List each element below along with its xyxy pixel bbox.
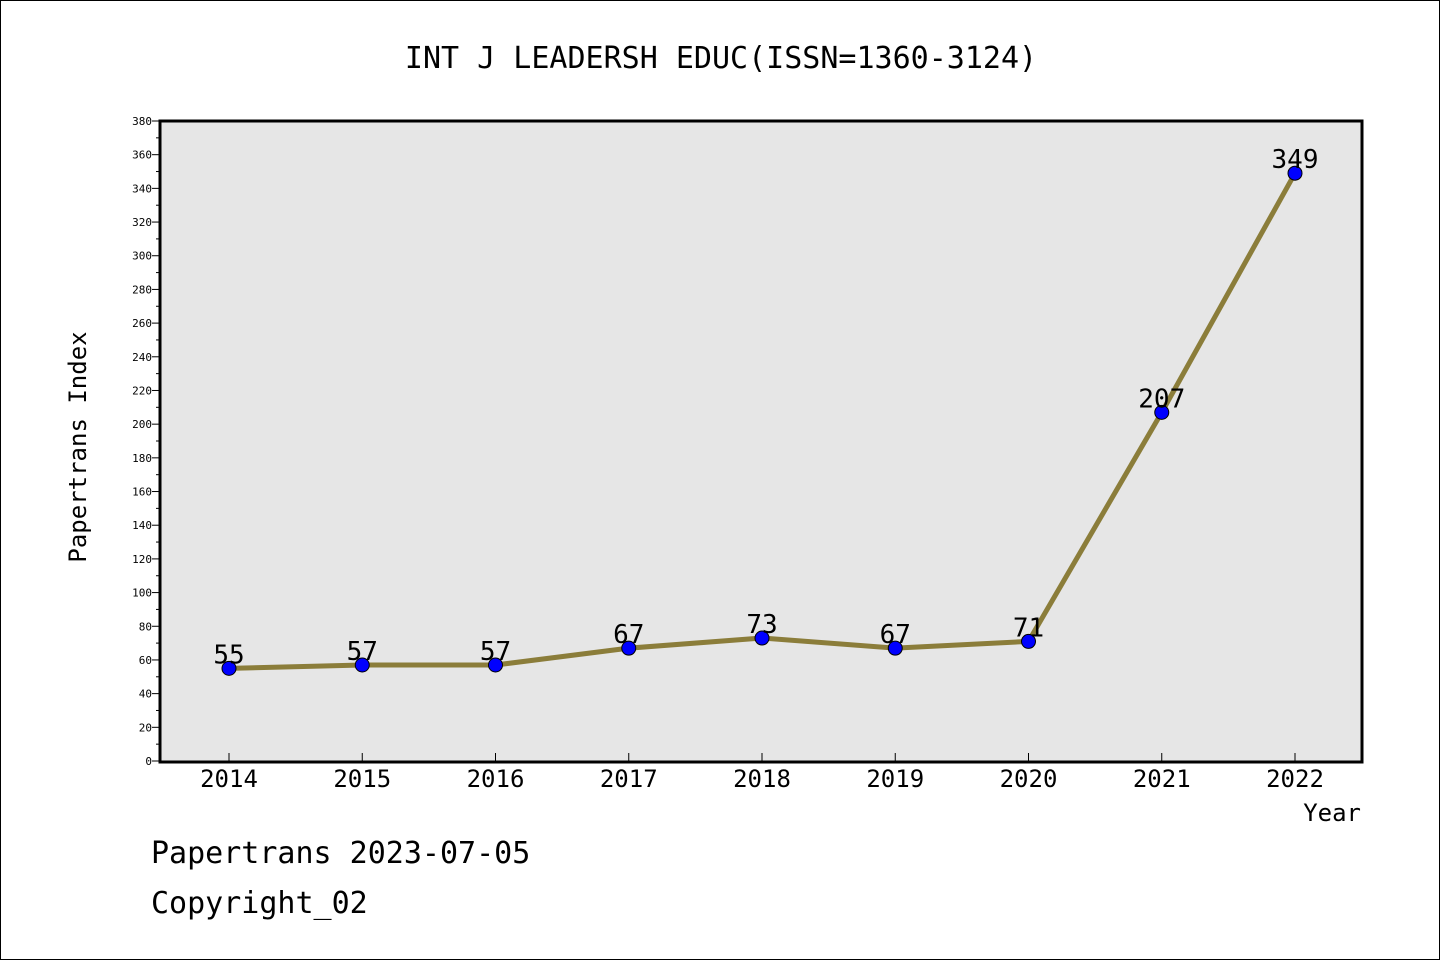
- y-tick-label: 0: [145, 755, 152, 768]
- x-tick-label: 2020: [1000, 765, 1058, 793]
- y-tick-label: 20: [139, 721, 152, 734]
- data-point: [221, 660, 237, 676]
- y-tick-label: 120: [132, 553, 152, 566]
- y-tick-label: 220: [132, 384, 152, 397]
- footer-date: Papertrans 2023-07-05: [151, 836, 531, 871]
- x-tick-label: 2016: [467, 765, 525, 793]
- x-axis-label: Year: [1303, 799, 1361, 827]
- data-label: 349: [1272, 145, 1319, 175]
- y-tick-label: 360: [132, 149, 152, 162]
- y-tick-label: 240: [132, 351, 152, 364]
- y-axis-label: Papertrans Index: [64, 331, 92, 562]
- data-markers: [221, 165, 1303, 676]
- data-point: [887, 640, 903, 656]
- y-tick-label: 160: [132, 486, 152, 499]
- y-tick-label: 340: [132, 182, 152, 195]
- data-point: [354, 657, 370, 673]
- y-tick-label: 380: [132, 115, 152, 128]
- y-tick-label: 320: [132, 216, 152, 229]
- x-axis: 2014 2015 2016 2017 2018 2019 2020 2021 2022: [200, 753, 1324, 793]
- x-tick-label: 2014: [200, 765, 258, 793]
- x-tick-label: 2022: [1266, 765, 1324, 793]
- x-tick-label: 2019: [866, 765, 924, 793]
- data-label: 67: [613, 620, 644, 650]
- y-tick-label: 80: [139, 620, 152, 633]
- y-tick-label: 300: [132, 250, 152, 263]
- data-label: 57: [480, 637, 511, 667]
- x-tick-label: 2018: [733, 765, 791, 793]
- x-tick-label: 2017: [600, 765, 658, 793]
- y-tick-label: 280: [132, 283, 152, 296]
- data-point: [1287, 165, 1303, 181]
- data-label: 67: [880, 620, 911, 650]
- data-label: 57: [347, 637, 378, 667]
- y-tick-label: 260: [132, 317, 152, 330]
- data-point: [754, 630, 770, 646]
- data-label: 207: [1138, 384, 1185, 414]
- data-point: [1021, 633, 1036, 649]
- x-tick-label: 2021: [1133, 765, 1191, 793]
- plot-area: [158, 119, 1364, 764]
- data-label: 55: [213, 640, 244, 670]
- data-labels: 55 57 57 67 73 67 71 207 349: [213, 145, 1318, 670]
- data-point: [621, 640, 637, 656]
- y-tick-label: 200: [132, 418, 152, 431]
- y-tick-label: 60: [139, 654, 152, 667]
- footer-copyright: Copyright_02: [151, 886, 368, 921]
- data-label: 71: [1013, 613, 1044, 643]
- y-tick-label: 100: [132, 587, 152, 600]
- data-label: 73: [746, 610, 777, 640]
- chart-title: INT J LEADERSH EDUC(ISSN=1360-3124): [405, 41, 1037, 76]
- y-axis: 0 20 40 60 80 100 120 140 160 180 200 220 240 260 280 3…: [132, 115, 160, 768]
- data-point: [1154, 404, 1170, 420]
- y-tick-label: 180: [132, 452, 152, 465]
- y-tick-label: 40: [139, 688, 152, 701]
- data-point: [488, 657, 503, 673]
- y-tick-label: 140: [132, 519, 152, 532]
- x-tick-label: 2015: [333, 765, 391, 793]
